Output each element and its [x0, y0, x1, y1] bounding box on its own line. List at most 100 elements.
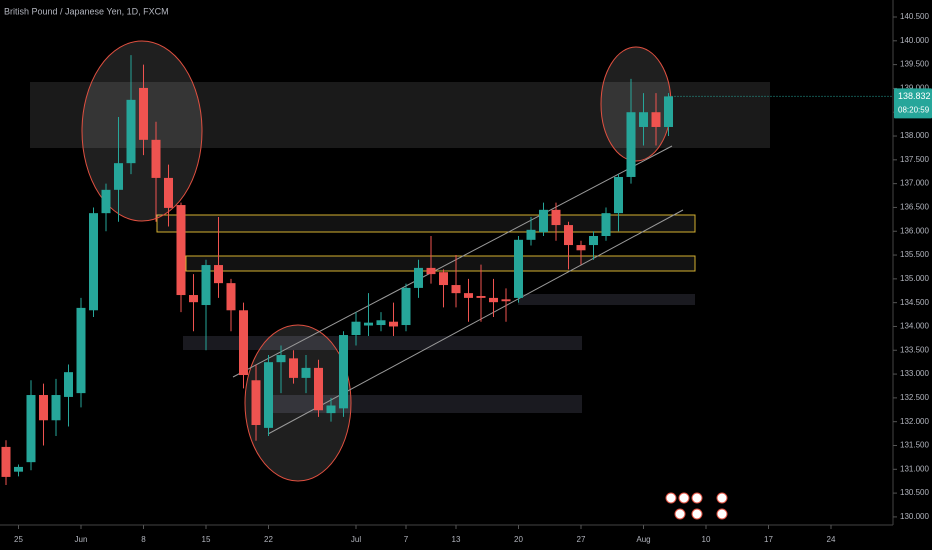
- y-tick-label: 135.000: [900, 274, 929, 283]
- x-tick-label: 22: [264, 535, 273, 544]
- candle-body: [476, 295, 486, 298]
- highlight-circle: [244, 324, 352, 482]
- candle-body: [639, 112, 648, 127]
- candle-body: [614, 176, 623, 214]
- x-tick-label: 24: [827, 535, 836, 544]
- x-tick-label: Jun: [75, 535, 88, 544]
- y-tick-label: 134.500: [900, 298, 929, 307]
- x-tick-label: 20: [514, 535, 523, 544]
- y-tick-label: 140.000: [900, 36, 929, 45]
- y-tick-label: 130.500: [900, 488, 929, 497]
- y-tick-label: 139.000: [900, 84, 929, 93]
- candle-body: [164, 177, 173, 208]
- candle-body: [651, 112, 661, 127]
- candle-body: [414, 267, 423, 288]
- zone: [156, 214, 696, 233]
- last-price-label: 138.832: [898, 91, 931, 101]
- candle-body: [289, 358, 298, 378]
- candle-body: [626, 112, 636, 177]
- event-icons: [665, 492, 728, 520]
- candle-body: [264, 362, 273, 428]
- y-tick-label: 135.500: [900, 250, 929, 259]
- candle-body: [451, 285, 461, 294]
- candle-body: [251, 380, 261, 426]
- highlight-circle: [600, 46, 672, 162]
- candle-body: [526, 229, 536, 240]
- candle-body: [176, 205, 186, 296]
- candle-body: [214, 265, 223, 284]
- candle-body: [389, 321, 398, 327]
- zone: [185, 255, 696, 272]
- candle-body: [464, 293, 473, 298]
- candle-body: [576, 245, 586, 251]
- x-tick-label: 15: [202, 535, 211, 544]
- event-icon: [674, 508, 686, 520]
- candle-body: [126, 99, 136, 164]
- x-tick-label: 17: [764, 535, 773, 544]
- y-tick-label: 137.500: [900, 155, 929, 164]
- candle-body: [439, 272, 448, 286]
- y-tick-label: 131.500: [900, 441, 929, 450]
- candle-body: [664, 96, 673, 127]
- event-icon: [678, 492, 690, 504]
- candle-body: [239, 310, 248, 376]
- candle-body: [339, 335, 348, 409]
- candle-body: [376, 320, 386, 326]
- candle-body: [76, 307, 86, 394]
- candle-body: [314, 367, 323, 411]
- candle-body: [426, 267, 436, 275]
- candle-body: [226, 283, 236, 311]
- candle-body: [501, 299, 511, 302]
- candle-body: [101, 189, 111, 214]
- x-tick-label: 25: [14, 535, 23, 544]
- candle-body: [201, 265, 211, 306]
- candle-body: [51, 395, 61, 421]
- y-tick-label: 130.000: [900, 512, 929, 521]
- y-tick-label: 131.000: [900, 464, 929, 473]
- candle-body: [514, 239, 523, 298]
- candle-body: [401, 287, 411, 326]
- zone: [518, 294, 695, 305]
- y-tick-label: 138.000: [900, 131, 929, 140]
- candle-body: [489, 297, 498, 303]
- last-price-box: [894, 88, 932, 119]
- y-tick-label: 139.500: [900, 60, 929, 69]
- y-tick-label: 132.000: [900, 417, 929, 426]
- channel-line: [232, 145, 673, 378]
- event-icon: [691, 508, 703, 520]
- candle-body: [89, 213, 98, 311]
- candle-body: [276, 355, 286, 363]
- y-tick-label: 132.500: [900, 393, 929, 402]
- event-icon: [691, 492, 703, 504]
- y-tick-label: 133.500: [900, 345, 929, 354]
- y-tick-label: 136.000: [900, 226, 929, 235]
- chart-title: British Pound / Japanese Yen, 1D, FXCM: [4, 6, 169, 16]
- y-tick-label: 134.000: [900, 322, 929, 331]
- candle-body: [551, 209, 561, 226]
- candle-body: [364, 322, 373, 326]
- candle-body: [14, 466, 23, 472]
- zone: [183, 336, 582, 350]
- x-tick-label: Aug: [636, 535, 650, 544]
- candle-body: [539, 209, 548, 233]
- candle-body: [189, 295, 198, 303]
- y-tick-label: 140.500: [900, 12, 929, 21]
- event-icon: [716, 508, 728, 520]
- candle-body: [351, 321, 361, 336]
- y-tick-label: 133.000: [900, 369, 929, 378]
- x-tick-label: 7: [404, 535, 409, 544]
- event-icon: [716, 492, 728, 504]
- x-tick-label: 13: [452, 535, 461, 544]
- candle-body: [564, 225, 573, 246]
- candle-body: [589, 236, 598, 246]
- x-tick-label: 27: [577, 535, 586, 544]
- candle-body: [139, 87, 148, 140]
- candle-body: [114, 163, 123, 190]
- candle-body: [1, 446, 11, 477]
- channel-line: [267, 209, 684, 435]
- candle-body: [151, 139, 161, 178]
- x-tick-label: 8: [141, 535, 146, 544]
- x-tick-label: 10: [702, 535, 711, 544]
